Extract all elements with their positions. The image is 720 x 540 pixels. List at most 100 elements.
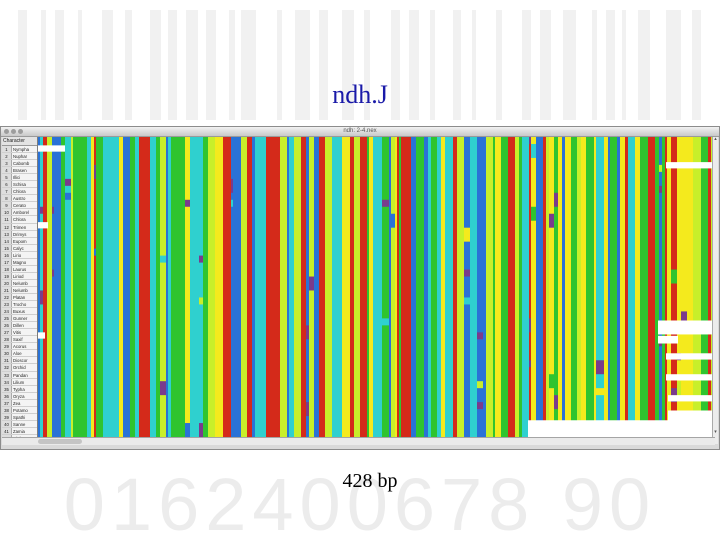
close-button-icon[interactable] bbox=[4, 129, 9, 134]
scroll-up-icon[interactable]: ▴ bbox=[714, 136, 717, 142]
taxon-row[interactable]: 12 Trimen bbox=[2, 223, 37, 231]
taxon-row[interactable]: 13 Drimys bbox=[2, 230, 37, 238]
taxon-row[interactable]: 33 Pandan bbox=[2, 371, 37, 379]
taxon-number: 5 bbox=[2, 174, 12, 181]
taxon-name: Vitis bbox=[13, 330, 22, 336]
taxon-row[interactable]: 16 Lirio bbox=[2, 251, 37, 259]
taxon-row[interactable]: 5 Illici bbox=[2, 174, 37, 182]
alignment-column bbox=[215, 137, 221, 437]
taxon-row[interactable]: 11 Chlora bbox=[2, 216, 37, 224]
taxon-row[interactable]: 7 Chlora bbox=[2, 188, 37, 196]
taxon-row[interactable]: 37 Zea bbox=[2, 399, 37, 407]
barcode-bar bbox=[409, 10, 419, 120]
taxon-number: 15 bbox=[2, 244, 12, 251]
barcode-bar bbox=[206, 10, 216, 120]
taxon-number: 37 bbox=[2, 399, 12, 406]
taxon-name: Magno bbox=[13, 259, 27, 265]
taxon-row[interactable]: 32 Orchid bbox=[2, 364, 37, 372]
alignment-gap bbox=[528, 420, 715, 437]
alignment-variant-cell bbox=[160, 255, 166, 263]
taxon-row[interactable]: 20 Nelumb bbox=[2, 279, 37, 287]
alignment-gap bbox=[668, 395, 715, 402]
taxon-row[interactable]: 25 Gunner bbox=[2, 315, 37, 323]
taxon-row[interactable]: 19 Liriod bbox=[2, 272, 37, 280]
alignment-variant-cell bbox=[40, 206, 43, 214]
taxon-row[interactable]: 38 Potamo bbox=[2, 406, 37, 414]
taxon-row[interactable]: 14 Eupom bbox=[2, 237, 37, 245]
taxon-name: Aloe bbox=[13, 351, 22, 357]
taxon-row[interactable]: 1 Nympha bbox=[2, 146, 37, 154]
alignment-column bbox=[190, 137, 195, 437]
taxon-row[interactable]: 17 Magno bbox=[2, 258, 37, 266]
taxon-name: Buxus bbox=[13, 309, 25, 315]
vertical-scrollbar[interactable]: ▴ ▾ bbox=[712, 137, 718, 444]
taxon-name: Drimys bbox=[13, 231, 27, 237]
taxon-row[interactable]: 15 Calyc bbox=[2, 244, 37, 252]
alignment-column bbox=[231, 137, 233, 437]
taxon-row[interactable]: 22 Platan bbox=[2, 293, 37, 302]
taxon-row[interactable]: 23 Trocho bbox=[2, 301, 37, 309]
taxon-row[interactable]: 28 Saxif bbox=[2, 336, 37, 344]
alignment-variant-cell bbox=[659, 164, 662, 172]
alignment-column bbox=[271, 137, 277, 437]
taxon-row[interactable]: 39 Spathi bbox=[2, 413, 37, 421]
alignment-variant-cell bbox=[681, 311, 687, 326]
taxon-row[interactable]: 36 Oryza bbox=[2, 392, 37, 400]
taxon-row[interactable]: 31 Dioscor bbox=[2, 357, 37, 365]
alignment-column bbox=[687, 137, 693, 437]
alignment-column bbox=[40, 137, 43, 437]
alignment-column bbox=[65, 137, 71, 437]
taxon-number: 19 bbox=[2, 272, 12, 279]
alignment-gap bbox=[38, 332, 45, 339]
taxon-row[interactable]: 24 Buxus bbox=[2, 308, 37, 316]
barcode-bar bbox=[692, 10, 701, 120]
alignment-column bbox=[617, 137, 620, 437]
taxon-row[interactable]: 40 Sanne bbox=[2, 420, 37, 428]
alignment-column bbox=[203, 137, 208, 437]
taxon-row[interactable]: 9 Cerato bbox=[2, 202, 37, 210]
taxon-row[interactable]: 6 Schisa bbox=[2, 181, 37, 189]
taxon-name: Illici bbox=[13, 175, 21, 181]
taxon-row[interactable]: 2 Nuphar bbox=[2, 153, 37, 161]
horizontal-scroll-thumb[interactable] bbox=[38, 439, 82, 444]
sequence-alignment-matrix[interactable] bbox=[38, 137, 715, 444]
taxon-row[interactable]: 10 Amborel bbox=[2, 209, 37, 217]
taxon-row[interactable]: 8 Austro bbox=[2, 195, 37, 203]
alignment-column bbox=[399, 137, 401, 437]
horizontal-scrollbar[interactable] bbox=[2, 437, 715, 445]
taxon-row[interactable]: 3 Cabomb bbox=[2, 160, 37, 168]
alignment-column bbox=[319, 137, 325, 437]
taxon-name: Laurus bbox=[13, 266, 27, 272]
barcode-bar bbox=[168, 10, 177, 120]
alignment-column bbox=[470, 137, 477, 437]
window-titlebar[interactable]: ndh: 2-4.nex bbox=[1, 127, 719, 137]
taxon-name-list[interactable]: Character 1 Nympha 2 Nuphar 3 Cabomb 4 Brasen 5 I… bbox=[2, 137, 38, 444]
taxon-row[interactable]: 18 Laurus bbox=[2, 265, 37, 273]
taxon-number: 32 bbox=[2, 364, 12, 371]
alignment-variant-cell bbox=[554, 395, 558, 410]
taxon-row[interactable]: 29 Acorus bbox=[2, 343, 37, 351]
taxon-name: Platan bbox=[13, 294, 26, 300]
taxon-row[interactable]: 4 Brasen bbox=[2, 167, 37, 175]
barcode-bar bbox=[295, 10, 310, 120]
alignment-column bbox=[424, 137, 428, 437]
barcode-bar bbox=[540, 10, 551, 120]
taxon-row[interactable]: 27 Vitis bbox=[2, 329, 37, 337]
alignment-variant-cell bbox=[185, 423, 190, 437]
taxon-row[interactable]: 21 Nelumb bbox=[2, 286, 37, 294]
taxon-row[interactable]: 34 Lilium bbox=[2, 378, 37, 386]
alignment-column bbox=[177, 137, 185, 437]
taxon-row[interactable]: 26 Dillen bbox=[2, 322, 37, 330]
zoom-button-icon[interactable] bbox=[18, 129, 23, 134]
taxon-number: 27 bbox=[2, 329, 12, 336]
alignment-column bbox=[546, 137, 549, 437]
taxon-row[interactable]: 35 Typha bbox=[2, 385, 37, 393]
minimize-button-icon[interactable] bbox=[11, 129, 16, 134]
taxon-row[interactable]: 41 Zamia bbox=[2, 427, 37, 435]
taxon-row[interactable]: 30 Aloe bbox=[2, 350, 37, 358]
alignment-column bbox=[404, 137, 411, 437]
scroll-down-icon[interactable]: ▾ bbox=[714, 429, 717, 435]
taxon-name: Dioscor bbox=[13, 358, 28, 364]
alignment-column bbox=[287, 137, 289, 437]
taxon-number: 4 bbox=[2, 167, 12, 174]
